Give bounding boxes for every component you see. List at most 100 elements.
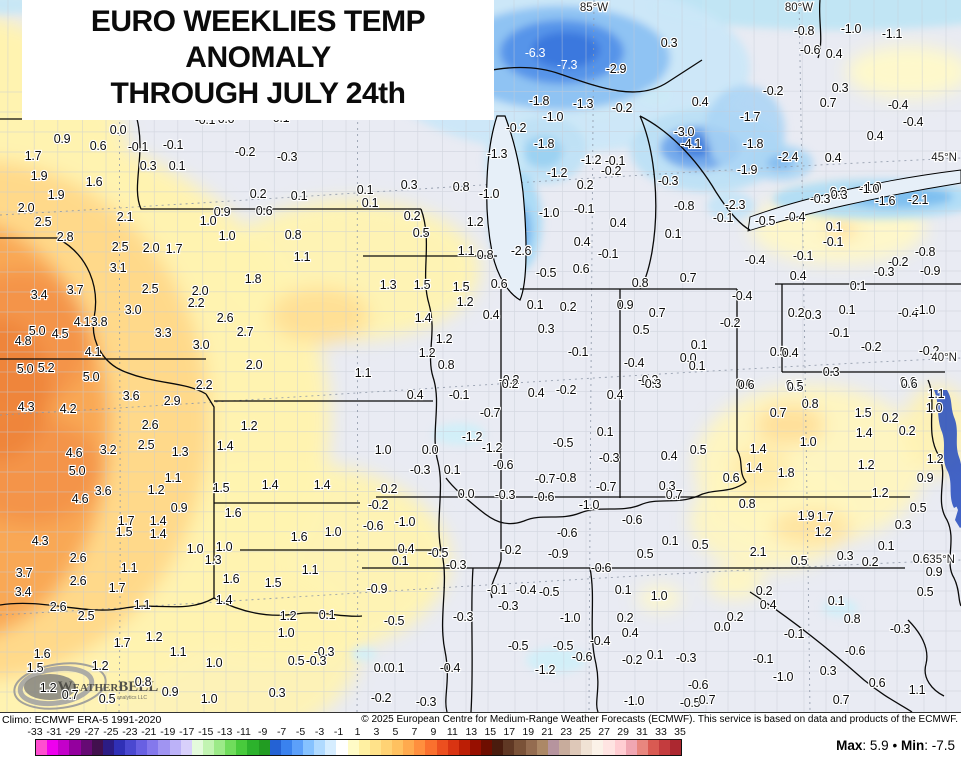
anomaly-value-label: 0.5 xyxy=(917,585,934,599)
anomaly-value-label: -0.5 xyxy=(508,639,529,653)
anomaly-value-label: 1.7 xyxy=(817,510,834,524)
anomaly-value-label: 0.1 xyxy=(615,583,632,597)
anomaly-value-label: -0.4 xyxy=(903,115,924,129)
anomaly-value-label: 0.1 xyxy=(291,189,308,203)
anomaly-value-label: 0.2 xyxy=(560,300,577,314)
anomaly-value-label: -0.5 xyxy=(553,639,574,653)
anomaly-value-label: -1.0 xyxy=(543,110,564,124)
anomaly-value-label: -0.1 xyxy=(128,140,149,154)
anomaly-value-label: 1.1 xyxy=(294,250,311,264)
anomaly-value-label: 2.0 xyxy=(192,284,209,298)
anomaly-value-label: -0.7 xyxy=(535,472,556,486)
anomaly-value-label: 0.3 xyxy=(269,686,286,700)
anomaly-value-label: -0.6 xyxy=(688,678,709,692)
colorbar-tick: -13 xyxy=(217,726,233,738)
anomaly-value-label: 3.0 xyxy=(125,303,142,317)
anomaly-value-label: 0.5 xyxy=(786,378,803,392)
colorbar-cell xyxy=(436,740,448,755)
anomaly-value-label: -0.3 xyxy=(638,373,659,387)
anomaly-value-label: -0.6 xyxy=(557,526,578,540)
anomaly-value-label: 1.4 xyxy=(750,442,767,456)
anomaly-value-label: 0.5 xyxy=(690,443,707,457)
anomaly-value-label: 1.1 xyxy=(170,645,187,659)
anomaly-value-label: -0.2 xyxy=(622,653,643,667)
anomaly-value-label: 0.2 xyxy=(250,187,267,201)
anomaly-value-label: 0.6 xyxy=(256,204,273,218)
anomaly-value-label: -0.1 xyxy=(753,652,774,666)
anomaly-value-label: 1.7 xyxy=(109,581,126,595)
anomaly-value-label: 0.3 xyxy=(895,518,912,532)
anomaly-value-label: 4.8 xyxy=(15,334,32,348)
anomaly-value-label: 4.3 xyxy=(32,534,49,548)
anomaly-value-label: -2.4 xyxy=(778,150,799,164)
anomaly-value-label: -7.3 xyxy=(557,58,578,72)
anomaly-value-label: 0.1 xyxy=(689,359,706,373)
anomaly-value-label: -0.8 xyxy=(556,471,577,485)
anomaly-value-label: -0.2 xyxy=(501,543,522,557)
anomaly-value-label: 4.6 xyxy=(66,446,83,460)
anomaly-value-label: 2.8 xyxy=(57,230,74,244)
anomaly-value-label: -4.1 xyxy=(681,137,702,151)
anomaly-value-label: -0.1 xyxy=(449,388,470,402)
anomaly-value-label: -0.3 xyxy=(810,192,831,206)
anomaly-value-label: -0.2 xyxy=(235,145,256,159)
anomaly-value-label: 0.1 xyxy=(828,594,845,608)
colorbar-tick: 19 xyxy=(522,726,535,738)
colorbar-cell xyxy=(659,740,671,755)
anomaly-value-label: 0.5 xyxy=(910,501,927,515)
colorbar-tick: 9 xyxy=(430,726,437,738)
anomaly-value-label: 1.2 xyxy=(280,609,297,623)
colorbar-tick: 27 xyxy=(598,726,610,738)
anomaly-value-label: 0.2 xyxy=(788,306,805,320)
colorbar-cell xyxy=(547,740,559,755)
anomaly-value-label: -0.3 xyxy=(453,610,474,624)
anomaly-value-label: -0.3 xyxy=(306,654,327,668)
anomaly-value-label: 0.6 xyxy=(738,378,755,392)
anomaly-value-label: -0.6 xyxy=(572,650,593,664)
anomaly-value-label: 5.0 xyxy=(69,464,86,478)
anomaly-value-label: 4.1 xyxy=(74,315,91,329)
anomaly-value-label: 4.3 xyxy=(18,400,35,414)
anomaly-value-label: 5.0 xyxy=(17,362,34,376)
anomaly-value-label: 0.9 xyxy=(917,471,934,485)
colorbar-cell xyxy=(291,740,303,755)
anomaly-value-label: 0.1 xyxy=(839,303,856,317)
anomaly-value-label: -0.3 xyxy=(277,150,298,164)
anomaly-value-label: 1.2 xyxy=(92,659,109,673)
anomaly-value-label: 1.0 xyxy=(278,626,295,640)
anomaly-value-label: -0.4 xyxy=(516,583,537,597)
colorbar-tick: -9 xyxy=(257,726,268,738)
anomaly-value-label: 4.5 xyxy=(52,327,69,341)
anomaly-value-label: -0.4 xyxy=(898,306,919,320)
anomaly-value-label: 1.2 xyxy=(40,681,57,695)
anomaly-value-label: 0.1 xyxy=(319,608,336,622)
anomaly-value-label: 0.1 xyxy=(169,159,186,173)
anomaly-value-label: -0.3 xyxy=(874,265,895,279)
anomaly-value-label: 0.1 xyxy=(878,539,895,553)
anomaly-value-label: 3.6 xyxy=(123,389,140,403)
colorbar-cell xyxy=(58,740,70,755)
colorbar-cell xyxy=(570,740,582,755)
anomaly-value-label: 2.0 xyxy=(143,241,160,255)
colorbar-tick: 23 xyxy=(560,726,573,738)
anomaly-value-label: -0.6 xyxy=(493,458,514,472)
anomaly-value-label: -1.0 xyxy=(479,187,500,201)
colorbar-tick: -19 xyxy=(160,726,176,738)
anomaly-value-label: 0.4 xyxy=(407,388,424,402)
colorbar-cell xyxy=(169,740,181,755)
anomaly-value-label: 0.5 xyxy=(413,226,430,240)
anomaly-value-label: 0.1 xyxy=(444,463,461,477)
anomaly-value-label: 1.0 xyxy=(800,435,817,449)
anomaly-value-label: 3.7 xyxy=(16,566,33,580)
colorbar-cell xyxy=(247,740,259,755)
max-value: 5.9 xyxy=(869,738,889,753)
anomaly-value-label: -1.0 xyxy=(395,515,416,529)
anomaly-value-label: 1.4 xyxy=(217,439,234,453)
anomaly-value-label: 0.9 xyxy=(926,565,943,579)
anomaly-value-label: 0.2 xyxy=(862,555,879,569)
anomaly-value-label: -0.3 xyxy=(890,622,911,636)
anomaly-value-label: 2.6 xyxy=(70,574,87,588)
anomaly-value-label: 0.8 xyxy=(802,397,819,411)
anomaly-value-label: 1.1 xyxy=(928,387,945,401)
coastal-water xyxy=(934,390,961,528)
